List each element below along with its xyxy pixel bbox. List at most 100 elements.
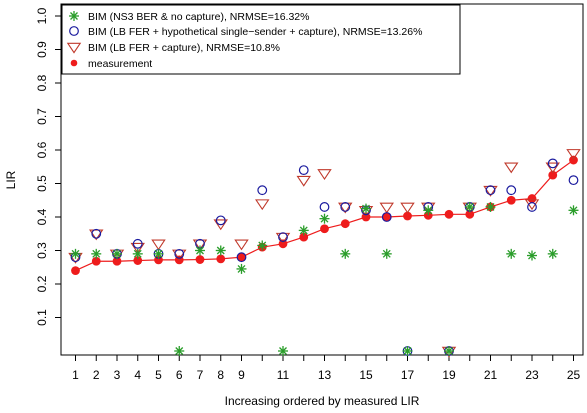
legend-marker <box>69 11 79 21</box>
data-point <box>506 185 517 196</box>
data-point <box>504 162 519 174</box>
data-point <box>319 213 330 224</box>
x-tick-label: 3 <box>114 368 121 382</box>
data-point <box>91 228 102 239</box>
x-tick-label: 25 <box>567 368 581 382</box>
legend-box <box>61 4 461 75</box>
data-point <box>319 202 330 212</box>
data-point <box>444 209 454 219</box>
x-tick-label: 13 <box>318 368 332 382</box>
legend-label: BIM (NS3 BER & no capture), NRMSE=16.32% <box>88 11 309 23</box>
data-point <box>195 255 205 264</box>
data-point <box>317 169 332 181</box>
x-tick-label: 2 <box>93 368 100 382</box>
x-tick-label: 15 <box>359 368 373 382</box>
legend-label: BIM (LB FER + hypothetical single−sender… <box>88 26 422 38</box>
data-point <box>236 252 247 263</box>
data-point <box>382 212 392 222</box>
data-point <box>216 254 226 264</box>
data-point <box>278 239 288 249</box>
data-point <box>547 248 558 259</box>
x-axis: 1 2 3 4 5 6 7 8 9 11 13 15 17 19 21 23 25 <box>72 354 581 382</box>
data-point <box>361 212 371 222</box>
y-tick-label: 0.8 <box>35 74 49 91</box>
legend-label: BIM (LB FER + capture), NRMSE=10.8% <box>88 42 280 54</box>
data-point <box>151 239 166 251</box>
y-tick-label: 0.7 <box>35 108 49 125</box>
data-point <box>278 232 288 243</box>
data-point <box>381 248 392 259</box>
data-point <box>527 250 537 261</box>
data-point <box>444 346 454 356</box>
data-point <box>568 205 579 216</box>
legend-marker <box>66 42 82 54</box>
data-point <box>257 185 268 196</box>
series-0 <box>70 201 579 356</box>
x-tick-label: 1 <box>72 368 79 382</box>
x-tick-label: 23 <box>525 368 539 382</box>
y-tick-label: 0.6 <box>35 141 49 158</box>
data-point <box>402 346 413 356</box>
data-point <box>423 205 434 216</box>
data-point <box>174 248 185 259</box>
y-tick-label: 0.2 <box>35 275 49 292</box>
data-point <box>215 215 226 226</box>
data-point <box>379 202 394 214</box>
data-point <box>403 211 412 221</box>
data-point <box>257 240 268 251</box>
data-point <box>130 242 145 254</box>
data-point <box>568 175 579 186</box>
data-point <box>237 252 246 262</box>
x-tick-label: 17 <box>401 368 415 382</box>
y-axis-title: LIR <box>4 170 18 189</box>
data-point <box>485 185 496 196</box>
x-tick-label: 21 <box>484 368 498 382</box>
x-tick-label: 6 <box>176 368 183 382</box>
data-point <box>71 266 80 275</box>
data-point <box>527 194 537 203</box>
x-tick-label: 9 <box>238 368 245 382</box>
data-point <box>133 256 143 265</box>
data-point <box>70 248 81 259</box>
y-tick-label: 0.5 <box>35 175 49 192</box>
series-2 <box>68 149 581 358</box>
data-point <box>278 346 288 356</box>
data-point <box>465 209 475 219</box>
data-point <box>153 248 164 259</box>
legend-label: measurement <box>88 58 152 70</box>
data-point <box>361 203 371 214</box>
data-point <box>91 256 101 266</box>
y-tick-label: 0.9 <box>35 41 49 58</box>
x-tick-label: 5 <box>155 368 162 382</box>
data-point <box>298 225 309 236</box>
data-point <box>255 199 270 211</box>
data-point <box>132 248 143 259</box>
data-point <box>132 238 143 249</box>
x-tick-label: 7 <box>197 368 204 382</box>
data-point <box>236 263 247 274</box>
data-point <box>545 162 560 174</box>
data-point <box>215 245 226 256</box>
data-point <box>506 248 517 259</box>
x-tick-label: 11 <box>277 368 290 382</box>
data-point <box>91 248 102 259</box>
y-tick-label: 0.1 <box>35 309 49 326</box>
series-layer <box>68 149 581 358</box>
data-point <box>320 224 329 234</box>
data-point <box>213 219 228 231</box>
data-point <box>340 219 350 229</box>
data-point <box>195 245 205 256</box>
y-tick-label: 0.3 <box>35 242 49 259</box>
x-tick-label: 8 <box>217 368 224 382</box>
data-point <box>112 248 122 259</box>
data-point <box>506 195 516 205</box>
data-point <box>296 175 311 187</box>
legend-marker <box>70 59 78 67</box>
data-point <box>400 202 415 214</box>
y-tick-label: 1.0 <box>35 7 49 24</box>
y-tick-label: 0.4 <box>35 208 49 225</box>
data-point <box>298 165 309 176</box>
data-point <box>340 248 351 259</box>
data-point <box>464 201 475 212</box>
